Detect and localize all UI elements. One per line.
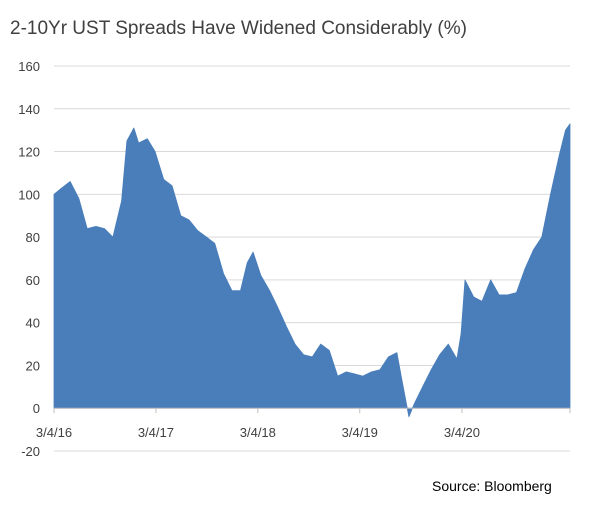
chart-title: 2-10Yr UST Spreads Have Widened Consider…: [10, 18, 467, 39]
y-tick-label: 60: [26, 273, 40, 288]
y-tick-label: 100: [18, 187, 40, 202]
y-tick-label: 120: [18, 145, 40, 160]
y-tick-label: 140: [18, 102, 40, 117]
x-tick-label: 3/4/18: [240, 425, 276, 440]
y-tick-label: 40: [26, 316, 40, 331]
x-tick-label: 3/4/20: [444, 425, 480, 440]
y-tick-label: 80: [26, 230, 40, 245]
y-tick-label: -20: [21, 444, 40, 459]
x-tick-label: 3/4/16: [36, 425, 72, 440]
y-tick-label: 0: [33, 401, 40, 416]
y-tick-label: 160: [18, 59, 40, 74]
source-note: Source: Bloomberg: [432, 478, 552, 494]
x-axis: [53, 407, 571, 414]
area-fill: [53, 123, 571, 418]
x-tick-label: 3/4/19: [342, 425, 378, 440]
y-tick-labels: -20 0 20 40 60 80 100 120 140 160: [18, 59, 40, 459]
y-tick-label: 20: [26, 358, 40, 373]
area-series: [53, 123, 571, 418]
x-tick-label: 3/4/17: [138, 425, 174, 440]
x-tick-labels: 3/4/16 3/4/17 3/4/18 3/4/19 3/4/20: [36, 425, 480, 440]
